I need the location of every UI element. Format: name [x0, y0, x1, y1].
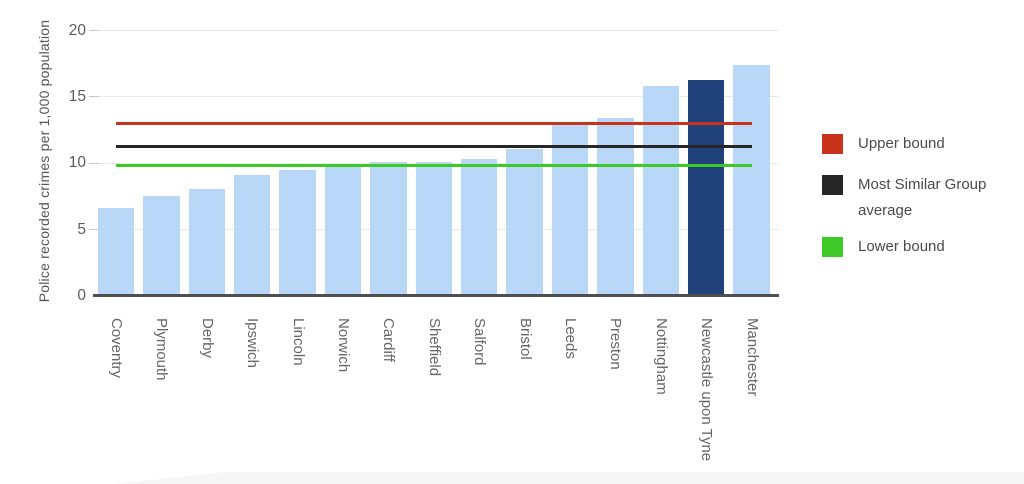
bar-plymouth — [143, 196, 180, 296]
bar-nottingham — [642, 86, 680, 296]
reference-line-lower-bound — [116, 164, 752, 168]
bar-sheffield — [415, 161, 453, 296]
x-axis-label-lincoln: Lincoln — [289, 318, 307, 366]
reference-line-upper-bound — [116, 121, 752, 125]
x-axis-label-nottingham: Nottingham — [652, 318, 670, 395]
bar-derby — [188, 188, 226, 296]
x-axis-label-leeds: Leeds — [562, 318, 579, 359]
bar-coventry — [97, 208, 135, 296]
y-tick-label-15: 15 — [68, 87, 86, 105]
x-axis-label-ipswich: Ipswich — [244, 318, 262, 369]
y-tick-10 — [89, 162, 99, 164]
x-axis-label-coventry: Coventry — [108, 318, 125, 379]
lower-bound-label: Lower bound — [858, 238, 945, 255]
y-tick-15 — [89, 96, 99, 98]
x-axis-label-bristol: Bristol — [516, 318, 534, 360]
bar-norwich — [324, 165, 362, 296]
x-axis-label-norwich: Norwich — [335, 318, 352, 373]
legend-item-lower-bound: Lower bound — [822, 234, 1013, 260]
x-axis-label-salford: Salford — [471, 318, 489, 366]
y-tick-label-0: 0 — [77, 287, 86, 304]
bar-cardiff — [370, 161, 407, 296]
x-axis-label-preston: Preston — [607, 318, 625, 370]
y-tick-label-20: 20 — [68, 21, 86, 39]
x-axis-label-newcastle-upon-tyne: Newcastle upon Tyne — [698, 318, 716, 462]
bottom-strip — [115, 472, 1024, 484]
upper-bound-swatch — [822, 134, 843, 154]
x-axis-line — [93, 294, 779, 297]
bar-newcastle-upon-tyne — [687, 79, 725, 296]
y-tick-label-10: 10 — [68, 154, 86, 172]
bar-leeds — [551, 124, 589, 296]
msg-average-label: Most Similar Group average — [858, 176, 987, 219]
legend-item-upper-bound: Upper bound — [822, 131, 1013, 157]
y-tick-label-5: 5 — [77, 220, 86, 238]
lower-bound-swatch — [822, 237, 843, 257]
x-axis-label-cardiff: Cardiff — [380, 318, 398, 362]
x-axis-label-derby: Derby — [198, 318, 216, 359]
x-axis-label-manchester: Manchester — [743, 318, 761, 397]
x-axis-label-sheffield: Sheffield — [425, 318, 443, 377]
bar-lincoln — [279, 169, 316, 296]
y-tick-5 — [89, 229, 99, 231]
msg-average-swatch — [822, 175, 843, 195]
bar-bristol — [506, 148, 543, 296]
x-axis-label-plymouth: Plymouth — [153, 318, 171, 381]
bar-manchester — [733, 65, 770, 296]
gridline-15 — [89, 96, 779, 98]
reference-line-most-similar-group-average — [116, 144, 752, 148]
legend-item-msg-average: Most Similar Group average — [822, 172, 1013, 224]
bar-ipswich — [233, 175, 271, 296]
bar-preston — [597, 118, 634, 296]
gridline-20 — [89, 30, 779, 32]
upper-bound-label: Upper bound — [858, 135, 945, 152]
y-tick-20 — [89, 30, 99, 32]
bar-salford — [460, 159, 498, 296]
